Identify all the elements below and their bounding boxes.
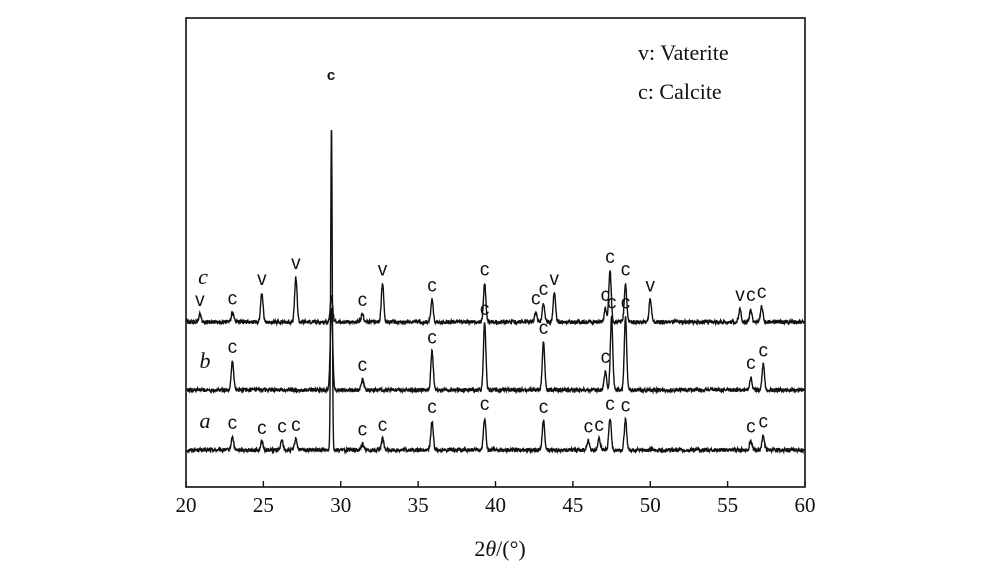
x-axis-label-symbol: θ	[485, 536, 496, 561]
x-tick-label: 50	[640, 493, 661, 517]
legend-symbol-vaterite: v	[638, 40, 649, 65]
peak-label: c	[594, 415, 604, 436]
peak-label: c	[480, 260, 490, 281]
peak-label: c	[378, 415, 388, 436]
peak-label: c	[605, 394, 615, 415]
peak-label: c	[358, 420, 368, 441]
peak-label: c	[277, 416, 287, 437]
x-axis-label-suffix: /(°)	[496, 536, 526, 561]
peak-label: c	[480, 299, 490, 320]
peak-label: c	[607, 292, 617, 313]
peak-label: c	[584, 416, 594, 437]
peak-label: c	[746, 285, 756, 306]
peak-label: c	[539, 279, 549, 300]
peak-label: c	[480, 394, 490, 415]
peak-label: c	[228, 288, 238, 309]
series-label-c: c	[198, 264, 208, 289]
peak-label: c	[291, 415, 301, 436]
peak-label: c	[539, 318, 549, 339]
series-label-b: b	[200, 348, 211, 373]
x-axis-ticks: 20 25 30 35 40 45 50 55 60	[176, 481, 816, 517]
peak-label: c	[605, 247, 615, 268]
x-tick-label: 45	[562, 493, 583, 517]
legend-separator: :	[649, 40, 660, 65]
x-tick-label: 60	[795, 493, 816, 517]
legend-entry-vaterite: v: Vaterite	[638, 40, 729, 65]
peak-label: c	[746, 416, 756, 437]
peak-label: c	[358, 355, 368, 376]
peak-label: c	[758, 412, 768, 433]
peak-label: v	[291, 253, 301, 274]
peak-label: c	[757, 282, 767, 303]
peak-label: c	[427, 397, 437, 418]
x-axis-label-prefix: 2	[474, 536, 485, 561]
peak-label: c	[427, 276, 437, 297]
trace-a	[186, 129, 805, 455]
peak-label: v	[195, 290, 205, 311]
legend-symbol-calcite: c	[638, 79, 648, 104]
x-tick-label: 25	[253, 493, 274, 517]
peak-label: c	[427, 328, 437, 349]
peak-label: v	[735, 285, 745, 306]
peak-label: c	[531, 288, 541, 309]
peak-label: c	[621, 260, 631, 281]
peak-label: c	[228, 337, 238, 358]
peak-label: c	[758, 340, 768, 361]
peak-label: c	[746, 353, 756, 374]
peak-label: c	[358, 290, 368, 311]
peak-label: c	[257, 418, 267, 439]
peak-label: v	[646, 276, 656, 297]
peak-label: c	[539, 397, 549, 418]
peak-label: c	[621, 396, 631, 417]
peak-label: c	[601, 347, 611, 368]
x-axis-label: 2θ/(°)	[474, 536, 525, 561]
x-tick-label: 55	[717, 493, 738, 517]
trace-c	[186, 270, 805, 327]
peak-label: v	[257, 269, 267, 290]
trace-b	[186, 307, 805, 395]
series-labels: a b c	[198, 264, 210, 433]
main-peak-label: c	[327, 67, 335, 84]
legend-separator: :	[648, 79, 660, 104]
legend-name-vaterite: Vaterite	[660, 40, 728, 65]
x-tick-label: 20	[176, 493, 197, 517]
peak-label: c	[621, 292, 631, 313]
legend: v: Vaterite c: Calcite	[638, 40, 729, 104]
legend-entry-calcite: c: Calcite	[638, 79, 722, 104]
legend-name-calcite: Calcite	[659, 79, 721, 104]
x-tick-label: 35	[408, 493, 429, 517]
peak-label: v	[550, 269, 560, 290]
series-label-a: a	[200, 408, 211, 433]
x-tick-label: 40	[485, 493, 506, 517]
x-tick-label: 30	[330, 493, 351, 517]
peak-label: c	[601, 285, 611, 306]
series-traces	[186, 129, 805, 455]
peak-label: c	[228, 413, 238, 434]
peak-label: v	[378, 260, 388, 281]
